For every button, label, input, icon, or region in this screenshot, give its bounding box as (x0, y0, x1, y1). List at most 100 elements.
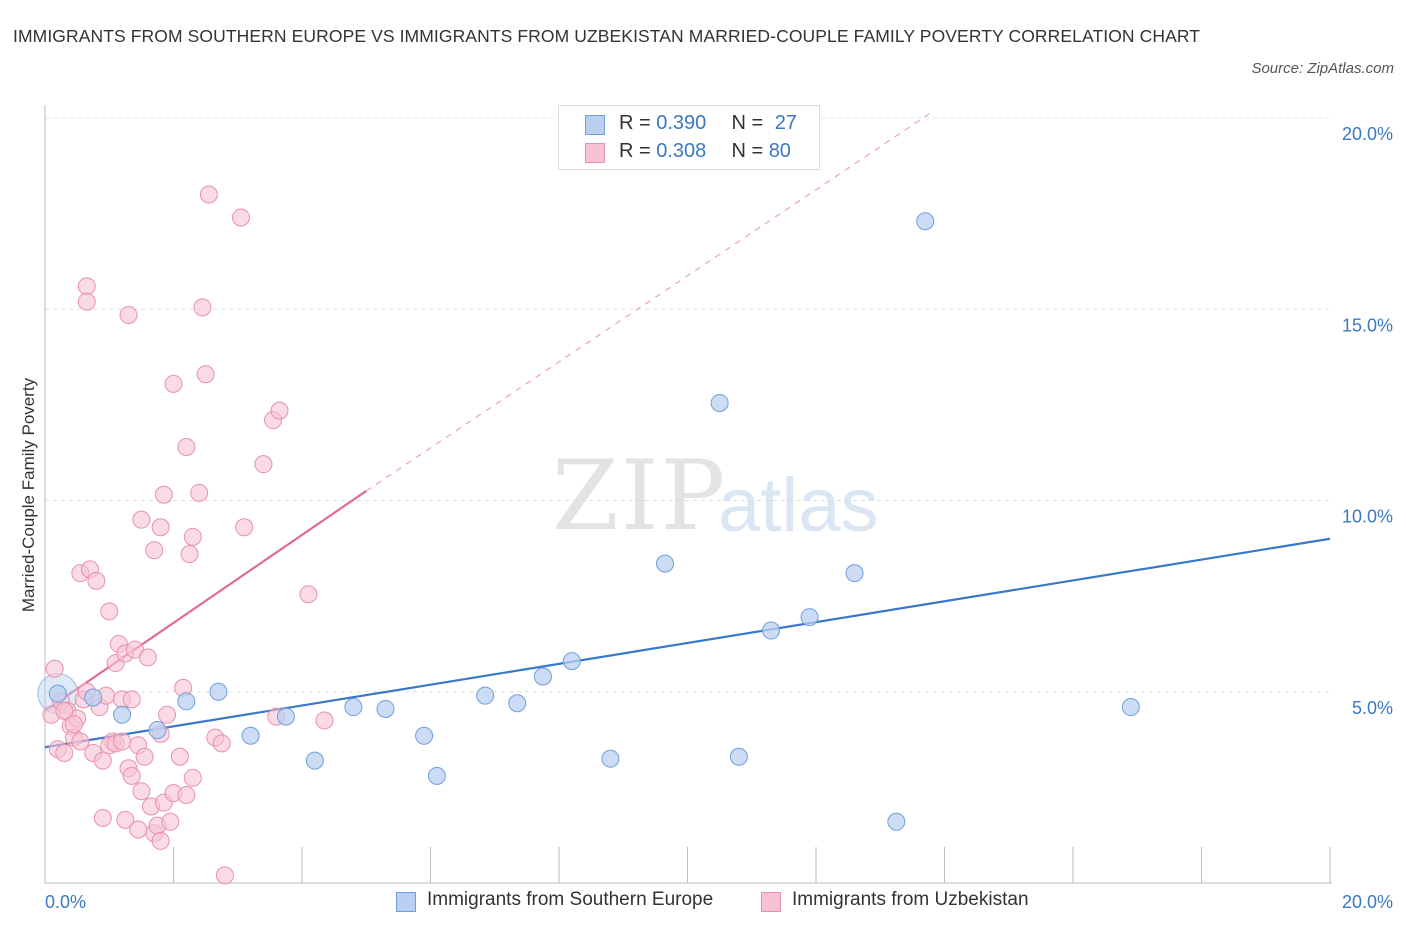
point-uzbekistan (55, 701, 74, 720)
y-tick-label: 10.0% (1342, 507, 1393, 527)
point-southern-europe (177, 692, 196, 711)
point-southern-europe (476, 686, 495, 705)
point-uzbekistan (93, 751, 112, 770)
point-southern-europe (762, 621, 781, 640)
point-uzbekistan (170, 747, 189, 766)
point-uzbekistan (193, 298, 212, 317)
point-uzbekistan (154, 485, 173, 504)
point-uzbekistan (129, 820, 148, 839)
point-uzbekistan (87, 571, 106, 590)
point-uzbekistan (190, 483, 209, 502)
point-southern-europe (1121, 698, 1140, 717)
point-uzbekistan (132, 782, 151, 801)
point-southern-europe (729, 747, 748, 766)
point-uzbekistan (119, 305, 138, 324)
legend-swatch-pink (585, 143, 605, 163)
point-uzbekistan (122, 690, 141, 709)
legend-r-value: 0.308 (656, 140, 707, 162)
point-uzbekistan (77, 277, 96, 296)
trend-line-uzbekistan-extension (365, 111, 932, 492)
axes (44, 105, 1332, 884)
point-uzbekistan (55, 743, 74, 762)
point-southern-europe (845, 564, 864, 583)
point-southern-europe (601, 749, 620, 768)
point-uzbekistan (100, 602, 119, 621)
source-label: Source: ZipAtlas.com (1251, 60, 1394, 77)
trend-line-southern-europe (44, 537, 1331, 749)
tick-labels: 5.0% 10.0% 15.0% 20.0% 0.0% 20.0% (45, 124, 1393, 912)
point-southern-europe (415, 726, 434, 745)
point-uzbekistan (77, 292, 96, 311)
point-uzbekistan (177, 786, 196, 805)
point-uzbekistan (158, 705, 177, 724)
watermark-zip: ZIP (552, 440, 728, 552)
legend-r-label: R = (619, 140, 657, 162)
point-uzbekistan (116, 810, 135, 829)
point-southern-europe (148, 721, 167, 739)
point-southern-europe (656, 554, 675, 573)
point-uzbekistan (231, 208, 250, 227)
point-uzbekistan (199, 185, 218, 204)
data-points (37, 185, 1140, 885)
point-uzbekistan (270, 401, 289, 420)
y-tick-label: 15.0% (1342, 315, 1393, 335)
point-uzbekistan (64, 715, 83, 734)
legend-r-value: 0.390 (656, 112, 707, 134)
point-southern-europe (710, 393, 729, 412)
series-swatch-pink (761, 892, 781, 912)
trend-line-uzbekistan (44, 490, 367, 712)
legend-r-label: R = (619, 112, 657, 134)
correlation-legend: R = 0.390 N = 27 R = 0.308 N = 80 (558, 105, 820, 170)
series-swatch-blue (396, 892, 416, 912)
x-tick-label: 20.0% (1342, 892, 1393, 912)
gridlines (45, 117, 1330, 693)
chart-title: IMMIGRANTS FROM SOUTHERN EUROPE VS IMMIG… (13, 26, 1201, 46)
point-uzbekistan (215, 866, 234, 885)
point-uzbekistan (151, 518, 170, 537)
point-southern-europe (427, 766, 446, 785)
point-uzbekistan (71, 732, 90, 751)
point-uzbekistan (299, 585, 318, 604)
point-southern-europe (113, 705, 132, 724)
point-southern-europe (48, 684, 67, 703)
point-uzbekistan (122, 766, 141, 785)
point-southern-europe (209, 682, 228, 701)
point-southern-europe (800, 608, 819, 627)
point-uzbekistan (164, 374, 183, 393)
point-uzbekistan (180, 545, 199, 564)
point-uzbekistan (183, 527, 202, 546)
y-tick-label: 20.0% (1342, 124, 1393, 144)
point-southern-europe (508, 694, 527, 713)
point-uzbekistan (254, 455, 273, 474)
point-uzbekistan (183, 768, 202, 787)
point-uzbekistan (93, 808, 112, 827)
legend-n-label: N = (731, 112, 769, 134)
legend-swatch-blue (585, 115, 605, 135)
point-southern-europe (562, 652, 581, 671)
x-tick-label: 0.0% (45, 892, 86, 912)
point-uzbekistan (45, 659, 64, 678)
point-uzbekistan (145, 541, 164, 560)
legend-n-label: N = (731, 140, 769, 162)
legend-n-value: 80 (768, 140, 791, 162)
point-uzbekistan (138, 648, 157, 667)
point-uzbekistan (135, 747, 154, 766)
point-southern-europe (533, 667, 552, 686)
point-uzbekistan (235, 518, 254, 537)
point-southern-europe (305, 751, 324, 770)
trend-lines (44, 111, 1331, 749)
point-southern-europe (916, 212, 935, 231)
legend-n-value: 27 (774, 112, 797, 134)
point-southern-europe (84, 688, 103, 707)
watermark-atlas: atlas (718, 463, 879, 548)
point-uzbekistan (132, 510, 151, 529)
series-label: Immigrants from Southern Europe (427, 889, 714, 910)
point-uzbekistan (177, 437, 196, 456)
y-tick-label: 5.0% (1352, 698, 1393, 718)
point-uzbekistan (161, 812, 180, 831)
point-southern-europe (887, 812, 906, 831)
point-uzbekistan (212, 734, 231, 753)
series-label: Immigrants from Uzbekistan (792, 889, 1029, 910)
point-southern-europe (241, 726, 260, 745)
